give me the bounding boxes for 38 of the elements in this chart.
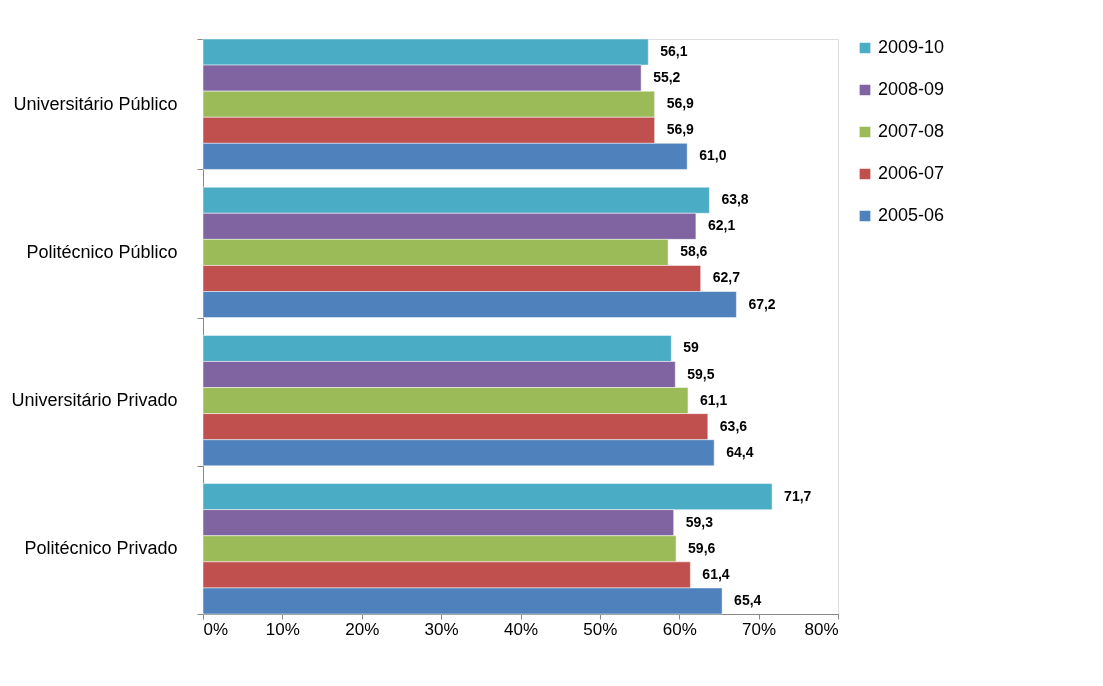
y-tick-label: Universitário Público (13, 93, 178, 114)
x-tick-label: 0% (203, 619, 229, 639)
data-label: 61,0 (699, 147, 727, 164)
data-label: 63,6 (719, 417, 748, 434)
data-label: 63,8 (721, 191, 749, 208)
x-tick-label: 70% (742, 619, 777, 639)
data-label: 61,4 (702, 565, 730, 582)
data-label: 64,4 (726, 443, 754, 460)
data-label: 56,9 (666, 121, 695, 138)
legend-label: 2007-08 (878, 121, 945, 141)
data-label: 62,7 (712, 269, 741, 286)
data-label: 67,2 (748, 295, 776, 312)
data-label: 59,5 (687, 365, 715, 382)
y-tick-label: Politécnico Público (26, 241, 178, 262)
x-tick-label: 10% (265, 619, 300, 639)
data-label: 55,2 (653, 69, 681, 86)
y-tick-label: Politécnico Privado (24, 538, 178, 559)
y-tick-label: Universitário Privado (11, 390, 178, 411)
data-label: 61,1 (699, 391, 728, 408)
data-label: 71,7 (784, 487, 812, 504)
x-tick-label: 40% (503, 619, 539, 639)
data-label: 59,6 (688, 539, 716, 556)
legend-label: 2009-10 (878, 37, 945, 57)
x-tick-label: 30% (424, 619, 459, 639)
data-label: 59 (683, 339, 700, 356)
x-tick-label: 80% (804, 619, 839, 639)
x-tick-label: 60% (662, 619, 697, 639)
x-tick-label: 20% (345, 619, 380, 639)
legend-label: 2008-09 (878, 79, 945, 99)
data-label: 65,4 (734, 591, 762, 608)
data-label: 58,6 (680, 243, 708, 260)
data-label: 59,3 (685, 513, 714, 530)
data-label: 56,9 (666, 95, 695, 112)
x-tick-label: 50% (583, 619, 618, 639)
data-label: 56,1 (660, 43, 688, 60)
data-label: 62,1 (707, 217, 736, 234)
legend-label: 2006-07 (878, 163, 945, 183)
legend-label: 2005-06 (878, 205, 945, 225)
